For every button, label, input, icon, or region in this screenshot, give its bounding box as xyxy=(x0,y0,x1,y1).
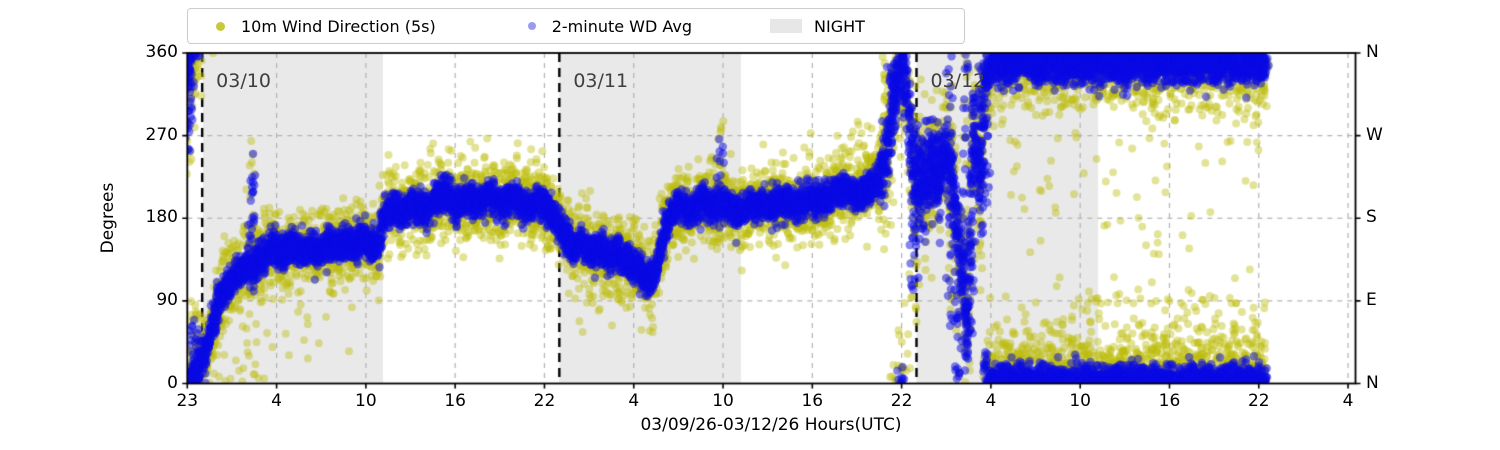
y-tick-label-right: N xyxy=(1366,372,1379,393)
y-tick-label-right: S xyxy=(1366,207,1377,228)
y-tick-label-left: 0 xyxy=(167,372,178,393)
legend-item-wind: 10m Wind Direction (5s) xyxy=(216,17,436,36)
y-tick-label-left: 90 xyxy=(156,289,178,310)
x-tick-label: 4 xyxy=(628,391,640,411)
y-axis-label: Degrees xyxy=(98,182,118,254)
legend-item-avg: 2-minute WD Avg xyxy=(527,16,693,36)
x-tick-label: 4 xyxy=(271,391,282,411)
x-tick-label: 10 xyxy=(1069,391,1092,411)
x-tick-label: 10 xyxy=(355,391,377,411)
legend-item-night: NIGHT xyxy=(770,17,865,36)
y-tick-label-left: 360 xyxy=(145,42,178,62)
y-tick-label-left: 180 xyxy=(145,207,178,228)
x-tick-label: 16 xyxy=(801,391,824,411)
legend: 10m Wind Direction (5s) 2-minute WD Avg … xyxy=(187,8,965,44)
date-annotation: 03/11 xyxy=(573,70,629,92)
x-tick-label: 4 xyxy=(985,391,997,411)
wind-dot-marker-icon xyxy=(216,21,225,31)
night-patch-marker-icon xyxy=(770,19,803,33)
x-tick-label: 23 xyxy=(176,391,199,411)
y-tick-label-right: W xyxy=(1366,124,1383,145)
x-tick-label: 10 xyxy=(712,391,734,411)
x-axis-label: 03/09/26-03/12/26 Hours(UTC) xyxy=(640,415,902,435)
y-tick-label-left: 270 xyxy=(145,124,178,145)
legend-label-night: NIGHT xyxy=(814,16,865,36)
x-tick-label: 16 xyxy=(444,391,466,411)
x-tick-label: 4 xyxy=(1342,391,1354,411)
x-tick-label: 22 xyxy=(1247,391,1270,411)
legend-label-wind: 10m Wind Direction (5s) xyxy=(241,16,436,36)
date-annotation: 03/10 xyxy=(216,70,271,92)
y-tick-label-right: N xyxy=(1366,42,1379,62)
avg-dot-marker-icon xyxy=(527,22,536,30)
y-tick-label-right: E xyxy=(1366,289,1377,310)
x-tick-label: 22 xyxy=(890,391,913,411)
date-annotation: 03/12 xyxy=(930,70,986,92)
legend-label-avg: 2-minute WD Avg xyxy=(551,16,693,36)
x-tick-label: 16 xyxy=(1158,391,1181,411)
x-tick-label: 22 xyxy=(533,391,556,411)
